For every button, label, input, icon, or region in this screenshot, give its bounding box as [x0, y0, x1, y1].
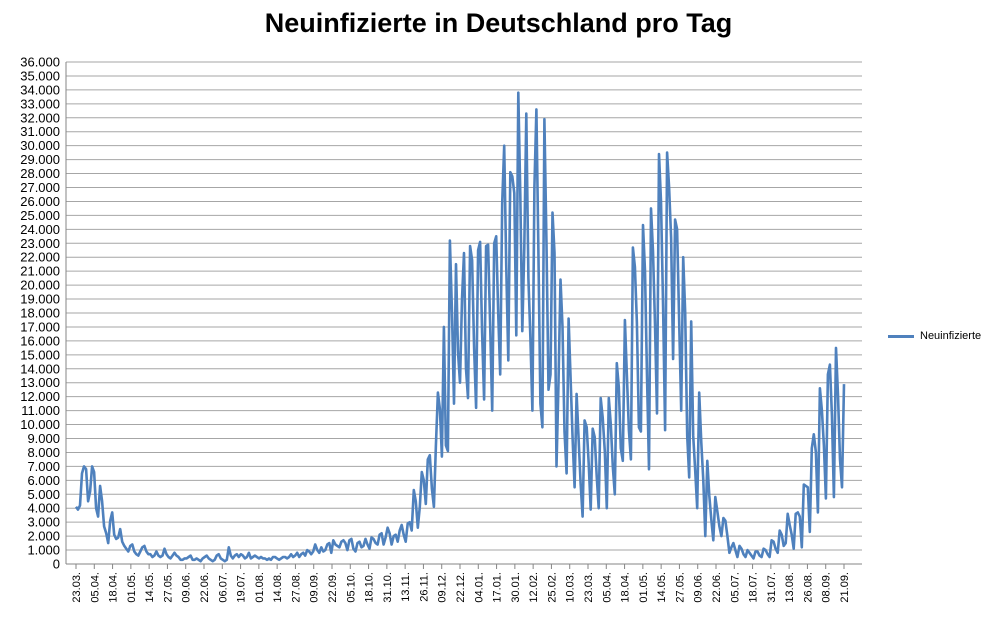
x-tick-label: 18.04.	[108, 572, 120, 603]
x-tick-label: 04.01.	[473, 572, 485, 603]
x-tick-label: 31.10.	[382, 572, 394, 603]
x-tick-label: 13.08.	[784, 572, 796, 603]
y-tick-label: 11.000	[21, 403, 60, 418]
x-tick-label: 09.06.	[181, 572, 193, 603]
y-tick-label: 17.000	[20, 319, 60, 334]
x-tick-label: 22.06.	[711, 572, 723, 603]
y-tick-label: 0	[53, 557, 60, 572]
y-tick-label: 8.000	[27, 445, 60, 460]
y-tick-label: 2.000	[27, 529, 60, 544]
x-tick-label: 05.07.	[729, 572, 741, 603]
x-tick-label: 13.11.	[400, 572, 412, 602]
legend: Neuinfizierte	[888, 330, 981, 342]
y-tick-label: 15.000	[20, 347, 60, 362]
y-tick-label: 31.000	[20, 124, 60, 139]
y-axis: 01.0002.0003.0004.0005.0006.0007.0008.00…	[20, 55, 67, 572]
x-tick-label: 14.08.	[272, 572, 284, 603]
x-tick-label: 14.05.	[656, 572, 668, 603]
y-tick-label: 30.000	[20, 138, 60, 153]
y-tick-label: 36.000	[20, 55, 60, 70]
y-tick-label: 21.000	[20, 264, 60, 279]
y-tick-label: 5.000	[27, 487, 60, 502]
x-tick-label: 05.04.	[89, 572, 101, 603]
y-tick-label: 9.000	[27, 431, 60, 446]
y-tick-label: 16.000	[20, 333, 60, 348]
y-tick-label: 10.000	[20, 417, 60, 432]
x-tick-label: 31.07.	[766, 572, 778, 603]
y-tick-label: 22.000	[20, 250, 60, 265]
y-tick-label: 20.000	[20, 278, 60, 293]
y-tick-label: 35.000	[20, 68, 60, 83]
legend-label: Neuinfizierte	[920, 330, 982, 342]
x-tick-label: 19.07.	[236, 572, 248, 603]
y-tick-label: 32.000	[20, 110, 60, 125]
y-tick-label: 25.000	[20, 208, 60, 223]
x-tick-label: 27.05.	[162, 572, 174, 603]
x-tick-label: 22.06.	[199, 572, 211, 603]
y-tick-label: 14.000	[20, 361, 60, 376]
y-tick-label: 13.000	[20, 375, 60, 390]
x-tick-label: 05.10.	[345, 572, 357, 603]
x-tick-label: 01.05.	[126, 572, 138, 603]
x-tick-label: 18.04.	[620, 572, 632, 603]
x-tick-label: 09.09.	[309, 572, 321, 603]
x-tick-label: 05.04.	[601, 572, 613, 603]
x-tick-label: 26.08.	[802, 572, 814, 603]
x-tick-label: 22.12.	[455, 572, 467, 603]
x-tick-label: 01.08.	[254, 572, 266, 603]
y-tick-label: 33.000	[20, 96, 60, 111]
series-layer	[74, 91, 846, 563]
x-tick-label: 01.05.	[638, 572, 650, 603]
x-tick-label: 09.06.	[693, 572, 705, 603]
legend-swatch	[888, 334, 914, 338]
x-axis: 23.03. 05.04. 18.04. 01.05. 14.05. 27.05. 09.0…	[71, 564, 851, 603]
x-tick-label: 23.03.	[583, 572, 595, 603]
x-tick-label: 27.05.	[674, 572, 686, 603]
x-tick-label: 06.07.	[217, 572, 229, 603]
y-tick-label: 3.000	[27, 515, 60, 530]
x-tick-label: 25.02.	[546, 572, 558, 603]
x-tick-label: 21.09.	[839, 572, 851, 603]
y-tick-label: 28.000	[20, 166, 60, 181]
chart-title: Neuinfizierte in Deutschland pro Tag	[264, 8, 733, 38]
x-tick-label: 26.11.	[418, 572, 430, 602]
y-tick-label: 19.000	[20, 292, 60, 307]
series-line-neuinfizierte	[74, 91, 846, 563]
x-tick-label: 12.02.	[528, 572, 540, 603]
x-tick-label: 08.09.	[821, 572, 833, 603]
y-tick-label: 1.000	[27, 543, 60, 558]
x-tick-label: 30.01.	[510, 572, 522, 603]
x-tick-label: 09.12.	[437, 572, 449, 603]
x-tick-label: 18.10.	[364, 572, 376, 603]
x-tick-label: 14.05.	[144, 572, 156, 603]
x-tick-label: 22.09.	[327, 572, 339, 603]
x-tick-label: 23.03.	[71, 572, 83, 603]
y-tick-label: 24.000	[20, 222, 60, 237]
y-tick-label: 6.000	[27, 473, 60, 488]
y-tick-label: 18.000	[20, 306, 60, 321]
y-tick-label: 26.000	[20, 194, 60, 209]
x-tick-label: 10.03.	[565, 572, 577, 603]
y-tick-label: 27.000	[20, 180, 60, 195]
y-tick-label: 23.000	[20, 236, 60, 251]
x-tick-label: 27.08.	[290, 572, 302, 603]
y-tick-label: 4.000	[27, 501, 60, 516]
x-tick-label: 18.07.	[748, 572, 760, 603]
y-tick-label: 7.000	[27, 459, 60, 474]
y-tick-label: 12.000	[20, 389, 60, 404]
y-tick-label: 34.000	[20, 82, 60, 97]
x-tick-label: 17.01.	[492, 572, 504, 603]
y-tick-label: 29.000	[20, 152, 60, 167]
